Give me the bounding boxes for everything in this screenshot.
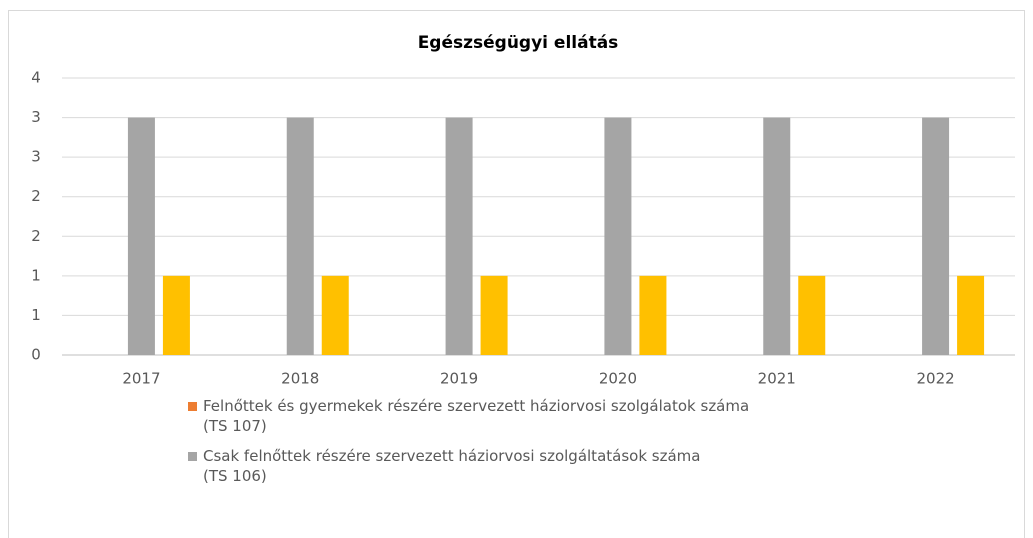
y-tick-label: 2 bbox=[31, 227, 41, 245]
bar bbox=[286, 117, 314, 355]
bar bbox=[922, 117, 950, 355]
x-tick-label: 2022 bbox=[916, 370, 954, 388]
x-tick-label: 2020 bbox=[599, 370, 637, 388]
y-tick-label: 1 bbox=[31, 266, 41, 284]
legend-label: Felnőttek és gyermekek részére szervezet… bbox=[203, 397, 750, 435]
bar bbox=[162, 275, 190, 355]
y-tick-label: 1 bbox=[31, 306, 41, 324]
bar bbox=[127, 117, 155, 355]
y-tick-label: 2 bbox=[31, 187, 41, 205]
y-tick-label: 3 bbox=[31, 108, 41, 126]
legend-swatch bbox=[188, 402, 197, 411]
chart-title: Egészségügyi ellátás bbox=[418, 33, 619, 53]
legend-item: Csak felnőttek részére szervezett házior… bbox=[188, 446, 908, 486]
legend-item: Felnőttek és gyermekek részére szervezet… bbox=[188, 396, 908, 436]
y-tick-label: 0 bbox=[31, 346, 41, 364]
bar bbox=[957, 275, 985, 355]
bar bbox=[798, 275, 826, 355]
bar bbox=[445, 117, 473, 355]
y-tick-label: 3 bbox=[31, 148, 41, 166]
legend: Felnőttek és gyermekek részére szervezet… bbox=[188, 396, 908, 496]
x-tick-label: 2017 bbox=[122, 370, 160, 388]
x-tick-label: 2018 bbox=[281, 370, 319, 388]
chart-border bbox=[8, 10, 1025, 538]
bar bbox=[480, 275, 508, 355]
bar bbox=[639, 275, 667, 355]
bar bbox=[763, 117, 791, 355]
legend-label: Csak felnőttek részére szervezett házior… bbox=[203, 447, 701, 485]
y-tick-label: 4 bbox=[31, 69, 41, 87]
x-tick-label: 2019 bbox=[440, 370, 478, 388]
bar bbox=[604, 117, 632, 355]
x-tick-label: 2021 bbox=[758, 370, 796, 388]
legend-swatch bbox=[188, 452, 197, 461]
bar bbox=[321, 275, 349, 355]
